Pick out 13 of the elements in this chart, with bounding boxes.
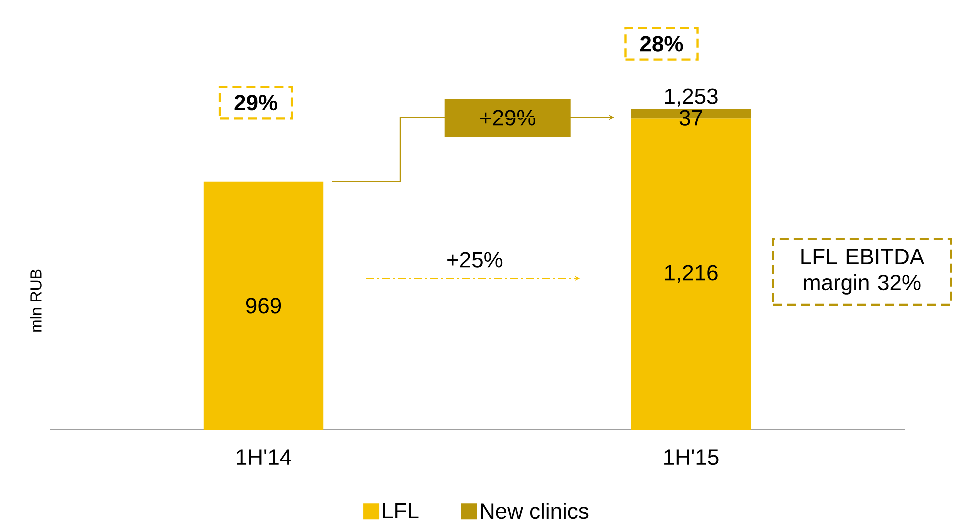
text: 28% [640,36,684,52]
x-tick-label: 1H'15 [664,450,719,466]
data-label: 969 [246,298,282,314]
legend-label: New clinics [481,502,589,520]
y-axis-title: mln RUB [30,270,42,332]
data-label: 37 [680,110,702,126]
legend-label: LFL [383,503,419,519]
annotation: 29% [234,95,278,111]
annotation: LFL EBITDA margin 32% [802,249,925,295]
x-tick-label: 1H'14 [237,450,292,465]
annotation: +25% [448,252,503,268]
data-label: 1,216 [665,265,718,284]
total-label: 1,253 [665,88,718,107]
